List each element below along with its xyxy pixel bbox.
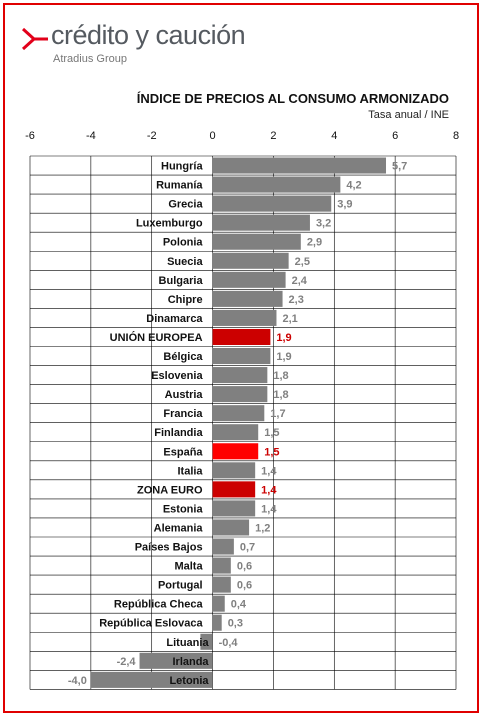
data-bar	[212, 176, 341, 193]
category-label: Países Bajos	[135, 542, 203, 554]
data-bar	[212, 386, 268, 403]
value-label: -4,0	[68, 675, 87, 687]
value-label: 2,5	[295, 256, 310, 268]
data-bar	[212, 252, 289, 269]
value-label: 1,7	[270, 408, 285, 420]
value-label: 4,2	[346, 180, 361, 192]
category-label: Alemania	[154, 522, 204, 534]
category-label: Eslovenia	[151, 370, 203, 382]
value-label: 0,6	[237, 580, 252, 592]
value-label: 0,7	[240, 542, 255, 554]
value-label: -2,4	[117, 656, 137, 668]
category-label: UNIÓN EUROPEA	[110, 331, 203, 344]
chart-subtitle: Tasa anual / INE	[368, 109, 449, 121]
data-bar	[212, 157, 387, 174]
category-label: Bulgaria	[159, 275, 204, 287]
data-bar	[212, 443, 259, 460]
value-label: 1,8	[273, 370, 288, 382]
category-label: Chipre	[168, 294, 203, 306]
value-label: 1,5	[264, 446, 279, 458]
data-bar	[212, 328, 271, 345]
category-label: Bélgica	[163, 351, 203, 363]
value-label: 0,4	[231, 599, 247, 611]
data-bar	[212, 595, 225, 612]
chart-title: ÍNDICE DE PRECIOS AL CONSUMO ARMONIZADO	[136, 91, 449, 106]
value-label: 1,4	[261, 465, 277, 477]
data-bar	[212, 195, 332, 212]
category-label: Malta	[174, 561, 203, 573]
data-bar	[139, 652, 213, 669]
category-label: República Eslovaca	[99, 618, 203, 630]
value-label: 1,5	[264, 427, 279, 439]
x-tick-label: 8	[453, 130, 459, 142]
category-label: República Checa	[114, 599, 204, 611]
data-bar	[212, 214, 310, 231]
data-bar	[212, 481, 256, 498]
value-label: 2,9	[307, 237, 322, 249]
value-label: -0,4	[219, 637, 239, 649]
category-label: Polonia	[163, 237, 204, 249]
value-label: 1,2	[255, 522, 270, 534]
category-label: ZONA EURO	[137, 484, 203, 496]
data-bar	[212, 271, 286, 288]
category-label: Grecia	[168, 199, 203, 211]
data-bar	[212, 538, 234, 555]
data-bar	[212, 519, 250, 536]
value-label: 1,4	[261, 503, 277, 515]
brand-name: crédito y caución	[51, 20, 246, 50]
x-tick-label: 0	[210, 130, 216, 142]
greater-than-arrow-icon	[21, 27, 48, 51]
data-bar	[212, 233, 301, 250]
data-bar	[90, 671, 213, 688]
x-tick-label: 2	[270, 130, 276, 142]
category-label: Estonia	[163, 503, 204, 515]
category-label: Luxemburgo	[136, 218, 203, 230]
value-label: 1,8	[273, 389, 288, 401]
data-bar	[212, 290, 283, 307]
value-label: 3,9	[337, 199, 352, 211]
value-label: 2,1	[282, 313, 297, 325]
data-bar	[212, 500, 256, 517]
category-label: Italia	[177, 465, 203, 477]
category-label: Lituania	[166, 637, 209, 649]
category-label: España	[163, 446, 203, 458]
brand-subtitle: Atradius Group	[53, 53, 127, 65]
category-label: Irlanda	[172, 656, 209, 668]
x-tick-label: 4	[331, 130, 337, 142]
value-label: 2,3	[289, 294, 304, 306]
value-label: 5,7	[392, 161, 407, 173]
data-bar	[212, 405, 265, 422]
category-label: Letonia	[169, 675, 209, 687]
category-label: Dinamarca	[146, 313, 203, 325]
data-bar	[212, 614, 222, 631]
category-label: Portugal	[158, 580, 203, 592]
data-bar	[212, 576, 231, 593]
red-frame	[3, 3, 479, 713]
category-label: Finlandia	[154, 427, 203, 439]
value-label: 2,4	[292, 275, 308, 287]
category-label: Suecia	[167, 256, 203, 268]
value-label: 1,9	[276, 351, 291, 363]
value-label: 1,4	[261, 484, 277, 496]
data-bar	[212, 367, 268, 384]
category-label: Hungría	[161, 161, 203, 173]
category-label: Austria	[165, 389, 204, 401]
value-label: 3,2	[316, 218, 331, 230]
data-bar	[212, 557, 231, 574]
category-label: Rumanía	[156, 180, 203, 192]
value-label: 0,3	[228, 618, 243, 630]
value-label: 1,9	[276, 332, 291, 344]
x-tick-label: 6	[392, 130, 398, 142]
data-bar	[200, 633, 213, 650]
value-label: 0,6	[237, 561, 252, 573]
category-label: Francia	[163, 408, 203, 420]
data-bar	[212, 348, 271, 365]
x-tick-label: -2	[147, 130, 157, 142]
data-bar	[212, 309, 277, 326]
x-tick-label: -4	[86, 130, 96, 142]
data-bar	[212, 462, 256, 479]
data-bar	[212, 424, 259, 441]
x-tick-label: -6	[25, 130, 35, 142]
